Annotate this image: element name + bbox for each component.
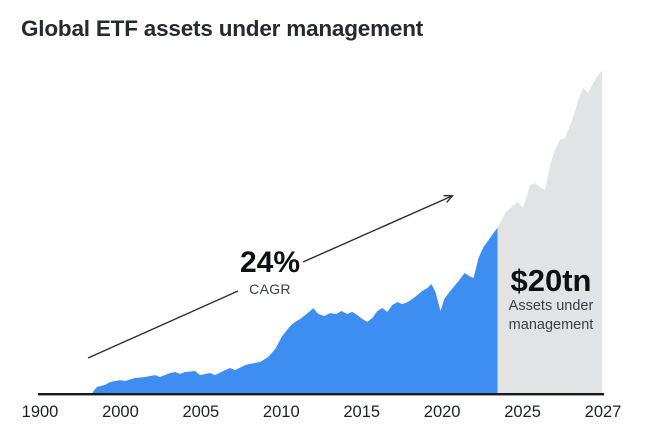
x-tick-label: 2010 — [262, 403, 300, 421]
cagr-value: 24% — [239, 246, 301, 279]
aum-value: $20tn — [510, 263, 592, 298]
x-tick-label: 2027 — [584, 403, 622, 421]
cagr-annotation: 24% CAGR — [239, 246, 301, 297]
trend-arrow-line-lower — [87, 290, 239, 359]
aum-label-line1: Assets under — [508, 298, 594, 314]
aum-callout: $20tn Assets under management — [509, 265, 594, 333]
x-tick-label: 2015 — [343, 403, 381, 421]
x-tick-label: 2000 — [102, 403, 139, 421]
x-axis-line — [38, 393, 604, 396]
x-tick-label: 2005 — [182, 403, 220, 421]
x-tick-label: 2020 — [423, 403, 461, 421]
x-tick-label: 1900 — [21, 403, 59, 421]
x-tick-label: 2025 — [504, 403, 541, 421]
series-areas — [92, 70, 603, 393]
trend-arrow-line-upper — [302, 194, 454, 263]
cagr-trend-arrow — [87, 194, 454, 359]
actual-area-series — [92, 227, 498, 393]
projected-area-series — [497, 70, 603, 393]
chart-title: Global ETF assets under management — [21, 16, 424, 41]
aum-label-line2: management — [508, 316, 594, 333]
cagr-label: CAGR — [249, 281, 291, 297]
